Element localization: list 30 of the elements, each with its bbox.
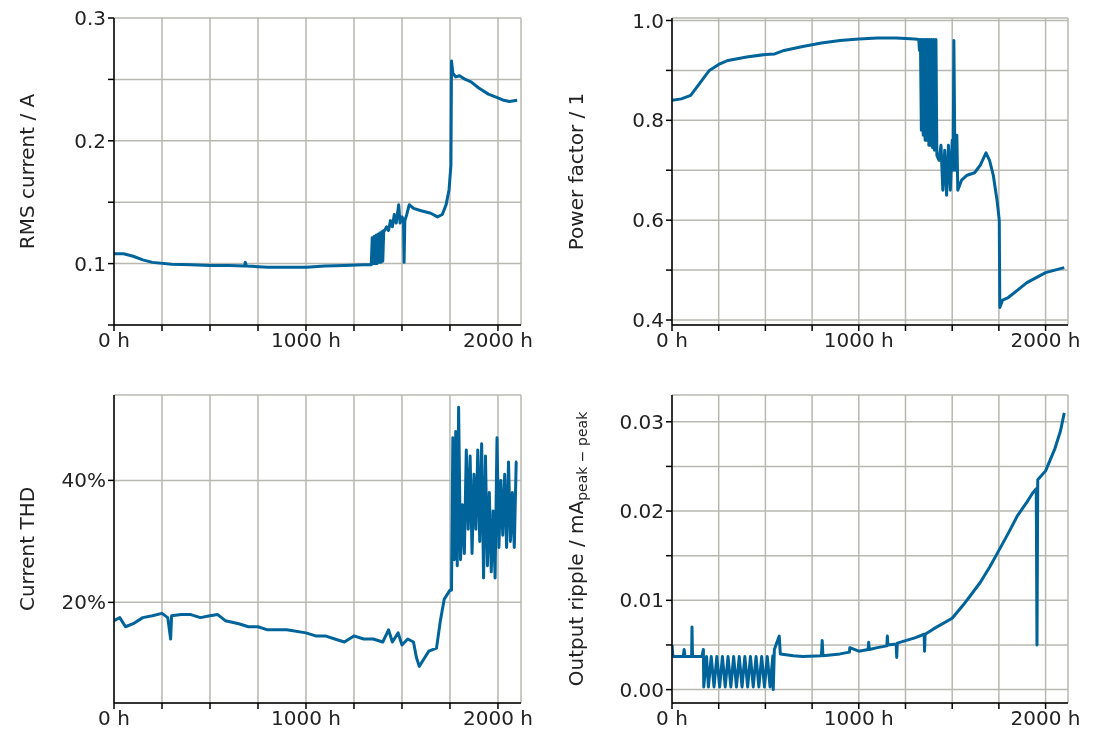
- y-tick-label: 0.02: [619, 499, 664, 524]
- y-tick-label: 0.01: [619, 588, 664, 613]
- y-tick-label: 0.03: [619, 409, 664, 434]
- x-tick-label: 2000 h: [1010, 328, 1081, 353]
- y-tick-label: 0.1: [74, 251, 106, 276]
- y-tick-label: 1.0: [632, 8, 664, 33]
- y-tick-label: 20%: [61, 590, 106, 615]
- x-tick-label: 2000 h: [1010, 706, 1081, 731]
- x-tick-label: 2000 h: [462, 328, 533, 353]
- x-tick-label: 0 h: [656, 706, 688, 731]
- x-tick-label: 1000 h: [271, 328, 341, 353]
- x-tick-label: 1000 h: [823, 328, 894, 353]
- y-tick-label: 0.6: [632, 208, 664, 233]
- y-axis-title: Current THD: [15, 486, 39, 612]
- y-tick-label: 0.3: [74, 6, 106, 31]
- y-tick-label: 0.2: [74, 128, 106, 153]
- x-tick-label: 1000 h: [271, 706, 341, 731]
- x-tick-label: 0 h: [98, 706, 130, 731]
- y-tick-label: 0.00: [619, 677, 664, 702]
- x-tick-label: 1000 h: [823, 706, 894, 731]
- x-tick-label: 2000 h: [462, 706, 533, 731]
- line-series: [114, 405, 519, 668]
- line-series: [672, 36, 1066, 310]
- line-series: [672, 411, 1066, 692]
- y-axis-title: Power factor / 1: [564, 92, 588, 251]
- y-tick-label: 0.8: [632, 108, 664, 133]
- line-series: [114, 59, 519, 269]
- x-tick-label: 0 h: [98, 328, 130, 353]
- y-axis-title: RMS current / A: [15, 93, 39, 250]
- y-tick-label: 40%: [61, 468, 106, 493]
